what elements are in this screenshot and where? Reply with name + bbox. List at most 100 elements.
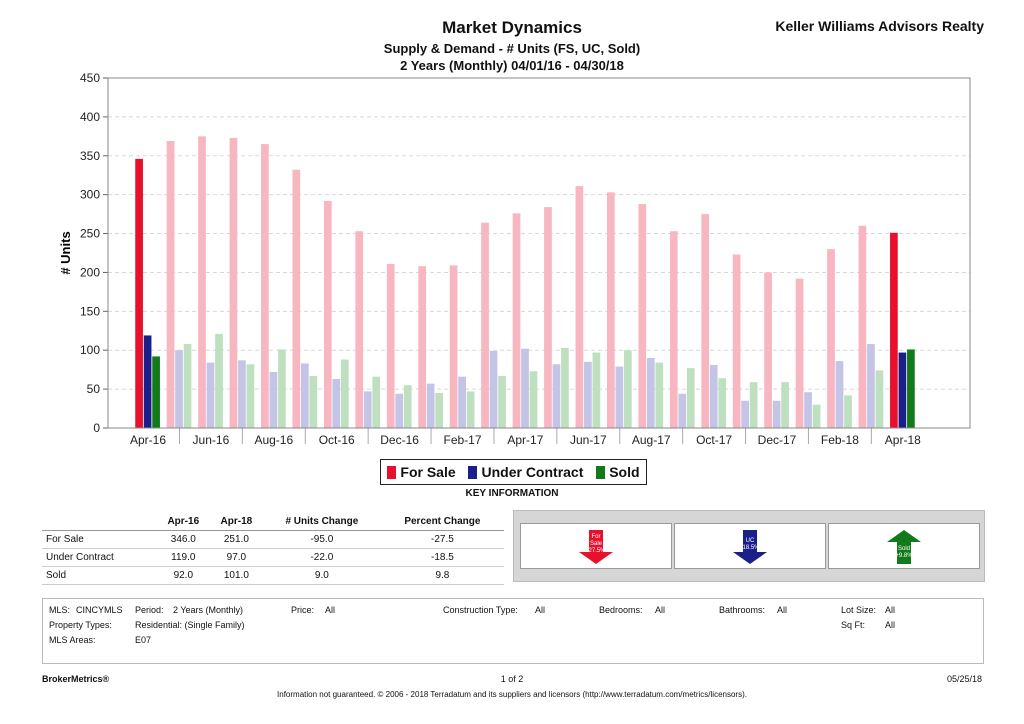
- x-axis: Apr-16 Jun-16 Aug-16 Oct-16 Dec-16 Feb-17 Apr-…: [130, 428, 921, 447]
- down-arrow-icon: [579, 530, 613, 564]
- sold-arrow-pct: +9.8%: [895, 553, 913, 559]
- bar-for-sale-jun-16: [198, 136, 206, 429]
- bar-sold-jun-17: [592, 352, 601, 428]
- bar-for-sale-mar-17: [481, 222, 489, 428]
- lot-size-value: All: [885, 605, 896, 615]
- y-tick-label: 400: [80, 110, 100, 124]
- cell-units-change: -22.0: [262, 548, 381, 567]
- bar-for-sale-oct-16: [323, 200, 332, 428]
- bar-under-contract-apr-18: [898, 352, 907, 428]
- row-label: Under Contract: [42, 548, 157, 567]
- legend-item-under-contract: Under Contract: [468, 464, 583, 480]
- sold-arrow-line1: Sold: [897, 546, 910, 552]
- bar-under-contract-apr-17: [521, 348, 529, 428]
- under-contract-indicator: UC -18.5%: [674, 523, 826, 569]
- cell-apr16: 346.0: [156, 530, 210, 549]
- x-tick-label: Dec-16: [380, 433, 419, 447]
- bar-sold-jul-16: [246, 364, 255, 428]
- chart-legend: For Sale Under Contract Sold: [380, 459, 647, 485]
- legend-label-sold: Sold: [609, 464, 640, 480]
- bar-for-sale-may-16: [166, 141, 175, 428]
- sqft-value: All: [885, 620, 896, 630]
- bar-for-sale-apr-17: [512, 213, 521, 428]
- legend-label-under-contract: Under Contract: [481, 464, 584, 480]
- bar-chart: 0 50 100 150 200 250 300 350 400 450 Apr-16 Jun-16…: [58, 71, 971, 447]
- legend-label-for-sale: For Sale: [400, 464, 456, 480]
- y-axis-label: # Units: [58, 231, 73, 274]
- bar-under-contract-dec-17: [772, 400, 781, 428]
- bar-for-sale-aug-16: [261, 144, 269, 428]
- bar-sold-jul-17: [624, 350, 632, 428]
- legend-swatch-green: [596, 466, 606, 479]
- key-information-heading: KEY INFORMATION: [465, 488, 559, 499]
- bar-sold-apr-17: [529, 371, 538, 428]
- bar-under-contract-jul-17: [615, 366, 624, 428]
- cell-percent-change: 9.8: [380, 566, 504, 585]
- bar-for-sale-apr-18: [890, 232, 898, 428]
- cell-percent-change: -27.5: [380, 530, 504, 549]
- bar-sold-apr-18: [907, 349, 915, 428]
- y-tick-label: 150: [80, 304, 100, 318]
- row-label: For Sale: [42, 530, 157, 549]
- bar-sold-feb-17: [466, 391, 475, 428]
- for-sale-indicator: For Sale -27.5%: [520, 523, 672, 569]
- brokerage-name: Keller Williams Advisors Realty: [775, 18, 984, 34]
- y-tick-label: 100: [80, 343, 100, 357]
- chart-grid: [108, 116, 970, 390]
- bedrooms-label: Bedrooms:: [599, 605, 643, 615]
- x-tick-label: Jun-17: [570, 433, 607, 447]
- cell-apr18: 251.0: [209, 530, 263, 549]
- bar-under-contract-apr-16: [143, 335, 152, 428]
- report-filters: MLS: CINCYMLS Period: 2 Years (Monthly) …: [42, 598, 984, 664]
- bar-under-contract-aug-16: [269, 372, 278, 428]
- legend-swatch-red: [387, 466, 397, 479]
- legend-item-for-sale: For Sale: [387, 464, 456, 480]
- legend-swatch-blue: [468, 466, 478, 479]
- bar-for-sale-dec-17: [764, 272, 772, 428]
- cell-apr16: 119.0: [156, 548, 210, 567]
- bar-under-contract-jun-17: [584, 361, 592, 428]
- x-tick-label: Apr-17: [507, 433, 543, 447]
- disclaimer: Information not guaranteed. © 2006 - 201…: [277, 690, 747, 699]
- construction-value: All: [535, 605, 546, 615]
- x-tick-label: Aug-17: [632, 433, 671, 447]
- bar-for-sale-jul-16: [229, 137, 238, 428]
- bedrooms-value: All: [655, 605, 666, 615]
- period-value: 2 Years (Monthly): [173, 605, 244, 615]
- mls-value: CINCYMLS: [76, 605, 123, 615]
- legend-item-sold: Sold: [596, 464, 640, 480]
- bar-under-contract-oct-16: [332, 379, 341, 428]
- for-sale-arrow-line1: For: [591, 534, 601, 540]
- bar-sold-apr-16: [152, 356, 160, 428]
- bar-under-contract-aug-17: [646, 358, 655, 428]
- x-tick-label: Oct-16: [319, 433, 355, 447]
- y-tick-label: 0: [93, 421, 100, 435]
- cell-percent-change: -18.5: [380, 548, 504, 567]
- bar-sold-dec-16: [403, 385, 412, 428]
- x-tick-label: Jun-16: [193, 433, 230, 447]
- y-axis: 0 50 100 150 200 250 300 350 400 450: [80, 71, 108, 435]
- period-label: Period:: [135, 605, 164, 615]
- bar-sold-dec-17: [781, 382, 789, 428]
- lot-size-label: Lot Size:: [841, 605, 877, 615]
- uc-arrow-line1: UC: [745, 538, 755, 544]
- plot-frame: [107, 77, 971, 429]
- table-row: For Sale 346.0 251.0 -95.0 -27.5: [42, 530, 504, 549]
- bar-for-sale-jul-17: [607, 192, 615, 428]
- mls-areas-label: MLS Areas:: [49, 635, 96, 645]
- bar-for-sale-aug-17: [638, 204, 647, 428]
- chart-date-range: 2 Years (Monthly) 04/01/16 - 04/30/18: [400, 58, 624, 73]
- bar-under-contract-dec-16: [395, 393, 404, 428]
- bar-sold-jan-18: [812, 404, 821, 428]
- cell-apr16: 92.0: [156, 566, 210, 585]
- table-header: Percent Change: [380, 512, 504, 531]
- table-header: Apr-16: [156, 512, 210, 531]
- y-tick-label: 450: [80, 71, 100, 85]
- construction-label: Construction Type:: [443, 605, 518, 615]
- cell-units-change: -95.0: [262, 530, 381, 549]
- property-types-label: Property Types:: [49, 620, 112, 630]
- bar-sold-aug-17: [655, 362, 664, 428]
- x-tick-label: Apr-18: [885, 433, 921, 447]
- bar-for-sale-nov-16: [355, 231, 364, 428]
- cell-units-change: 9.0: [262, 566, 381, 585]
